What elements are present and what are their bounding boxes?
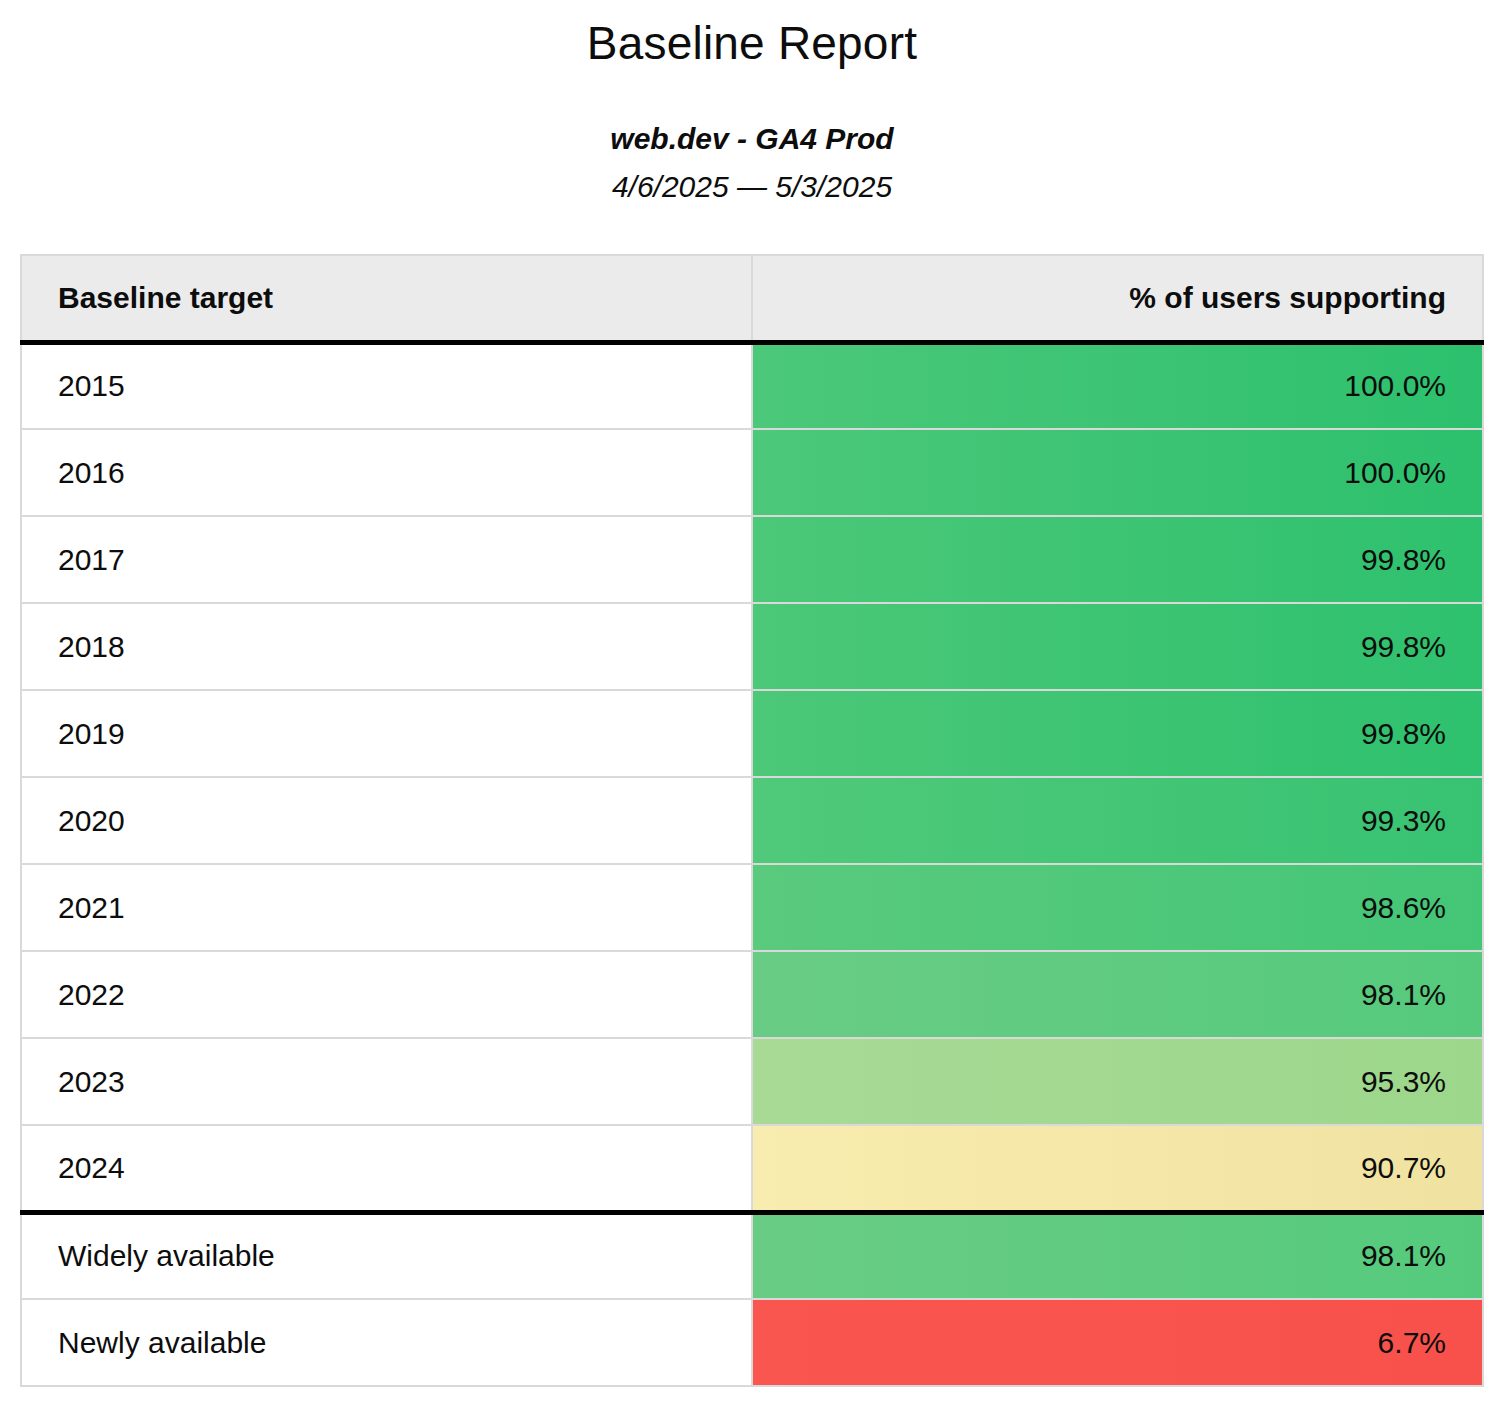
- baseline-target-cell: 2024: [21, 1125, 752, 1212]
- percent-supporting-cell: 99.3%: [752, 777, 1483, 864]
- baseline-table: Baseline target % of users supporting 20…: [20, 254, 1484, 1387]
- column-header-baseline-target: Baseline target: [21, 255, 752, 342]
- table-row: Widely available98.1%: [21, 1212, 1483, 1299]
- percent-supporting-cell: 90.7%: [752, 1125, 1483, 1212]
- table-header-row: Baseline target % of users supporting: [21, 255, 1483, 342]
- percent-supporting-cell: 6.7%: [752, 1299, 1483, 1386]
- baseline-target-cell: 2023: [21, 1038, 752, 1125]
- baseline-target-cell: 2019: [21, 690, 752, 777]
- baseline-target-cell: Widely available: [21, 1212, 752, 1299]
- percent-supporting-cell: 98.6%: [752, 864, 1483, 951]
- baseline-target-cell: 2016: [21, 429, 752, 516]
- baseline-target-cell: 2018: [21, 603, 752, 690]
- table-row: 201999.8%: [21, 690, 1483, 777]
- percent-supporting-cell: 95.3%: [752, 1038, 1483, 1125]
- table-row: 202395.3%: [21, 1038, 1483, 1125]
- percent-supporting-cell: 100.0%: [752, 342, 1483, 429]
- table-body: 2015100.0%2016100.0%201799.8%201899.8%20…: [21, 342, 1483, 1386]
- baseline-target-cell: 2022: [21, 951, 752, 1038]
- table-row: 201899.8%: [21, 603, 1483, 690]
- table-header: Baseline target % of users supporting: [21, 255, 1483, 342]
- baseline-target-cell: 2020: [21, 777, 752, 864]
- percent-supporting-cell: 99.8%: [752, 603, 1483, 690]
- percent-supporting-cell: 100.0%: [752, 429, 1483, 516]
- baseline-report-page: Baseline Report web.dev - GA4 Prod 4/6/2…: [0, 16, 1504, 1426]
- baseline-target-cell: 2017: [21, 516, 752, 603]
- table-row: 202099.3%: [21, 777, 1483, 864]
- table-row: 202490.7%: [21, 1125, 1483, 1212]
- table-row: 201799.8%: [21, 516, 1483, 603]
- page-title: Baseline Report: [0, 16, 1504, 70]
- baseline-target-cell: Newly available: [21, 1299, 752, 1386]
- table-row: 202298.1%: [21, 951, 1483, 1038]
- report-source-subtitle: web.dev - GA4 Prod: [0, 122, 1504, 156]
- percent-supporting-cell: 98.1%: [752, 1212, 1483, 1299]
- baseline-target-cell: 2021: [21, 864, 752, 951]
- percent-supporting-cell: 98.1%: [752, 951, 1483, 1038]
- report-date-range: 4/6/2025 — 5/3/2025: [0, 170, 1504, 204]
- table-row: Newly available6.7%: [21, 1299, 1483, 1386]
- percent-supporting-cell: 99.8%: [752, 690, 1483, 777]
- table-row: 202198.6%: [21, 864, 1483, 951]
- percent-supporting-cell: 99.8%: [752, 516, 1483, 603]
- column-header-percent-users: % of users supporting: [752, 255, 1483, 342]
- table-row: 2016100.0%: [21, 429, 1483, 516]
- table-row: 2015100.0%: [21, 342, 1483, 429]
- baseline-target-cell: 2015: [21, 342, 752, 429]
